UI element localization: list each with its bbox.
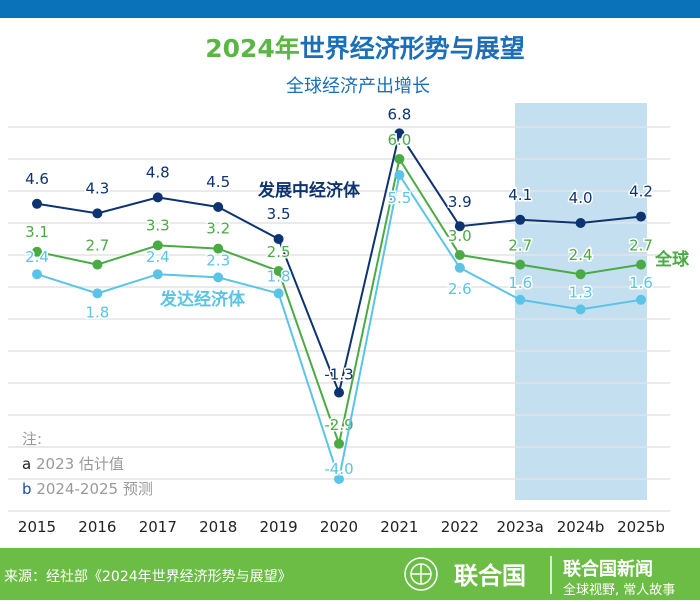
data-label: 6.0: [387, 131, 411, 149]
data-label: 1.6: [508, 274, 532, 292]
x-tick-label: 2019: [260, 518, 298, 536]
top-bar: [0, 0, 700, 18]
series-label-developed: 发达经济体: [159, 289, 246, 310]
data-label: -4.0: [324, 460, 353, 478]
data-point: [273, 234, 284, 244]
data-point: [454, 221, 465, 232]
data-label: 1.8: [267, 267, 291, 285]
data-point: [334, 474, 344, 484]
data-label: 2.4: [569, 246, 593, 264]
data-label: 2.6: [448, 280, 472, 298]
data-point: [92, 208, 103, 219]
data-point: [334, 438, 344, 449]
x-tick-label: 2017: [139, 518, 177, 536]
series-label-developing: 发展中经济体: [257, 180, 361, 201]
data-point: [636, 259, 646, 270]
un-emblem-icon: [404, 557, 438, 591]
data-point: [575, 218, 586, 228]
x-tick-label: 2022: [441, 518, 479, 536]
footer: [0, 548, 700, 600]
note-a: a 2023 估计值: [22, 455, 124, 473]
data-point: [575, 269, 586, 280]
x-tick-label: 2021: [380, 518, 418, 536]
data-label: 5.5: [387, 189, 411, 207]
data-point: [213, 202, 224, 212]
data-point: [515, 214, 526, 225]
data-label: 3.5: [267, 205, 291, 223]
series-0: 4.6 4.3 4.8 4.5 3.5 -1.3 6.8 3.9 4.1 4.0 4.2: [24, 104, 654, 398]
data-label: 1.8: [85, 303, 109, 321]
data-label: 2.4: [25, 248, 49, 266]
notes: 注: a 2023 估计值 b 2024-2025 预测: [22, 430, 153, 498]
un-brand: 联合国: [454, 562, 526, 590]
data-label: 3.1: [25, 223, 49, 241]
data-label: 4.6: [25, 170, 49, 188]
data-label: -2.9: [324, 416, 353, 434]
un-news-brand: 联合国新闻: [563, 558, 653, 580]
data-point: [32, 269, 42, 280]
data-label: 4.0: [569, 189, 593, 207]
series-label-world: 全球: [654, 249, 690, 270]
data-label: 1.3: [569, 283, 593, 301]
data-label: -1.3: [324, 366, 353, 384]
chart-subtitle: 全球经济产出增长: [286, 76, 430, 97]
data-point: [394, 154, 405, 164]
source-text: 来源：经社部《2024年世界经济形势与展望》: [4, 569, 292, 585]
data-point: [273, 288, 284, 299]
chart-title: 2024年世界经济形势与展望: [205, 34, 525, 63]
data-label: 3.2: [206, 220, 230, 238]
data-point: [92, 288, 103, 299]
data-point: [213, 272, 224, 283]
data-point: [334, 387, 344, 398]
x-tick-label: 2020: [320, 518, 358, 536]
data-label: 3.3: [146, 216, 170, 234]
data-point: [636, 294, 646, 305]
data-label: 4.2: [629, 183, 653, 201]
data-label: 1.6: [629, 274, 653, 292]
notes-heading: 注:: [22, 430, 42, 448]
data-label: 3.0: [448, 227, 472, 245]
x-tick-label: 2018: [199, 518, 237, 536]
data-point: [454, 262, 465, 273]
data-label: 6.8: [387, 105, 411, 123]
data-label: 4.3: [85, 179, 109, 197]
data-label: 2.4: [146, 248, 170, 266]
x-tick-label: 2024b: [557, 518, 605, 536]
data-point: [152, 269, 163, 280]
data-label: 4.5: [206, 173, 230, 191]
data-label: 2.5: [267, 243, 291, 261]
x-tick-label: 2016: [78, 518, 116, 536]
data-point: [394, 128, 405, 139]
x-tick-label: 2015: [18, 518, 56, 536]
slogan: 全球视野, 常人故事: [563, 582, 675, 598]
data-label: 2.7: [85, 237, 109, 255]
note-b: b 2024-2025 预测: [22, 480, 153, 498]
data-point: [636, 211, 646, 222]
data-label: 2.7: [508, 237, 532, 255]
series-2: 2.4 1.8 2.4 2.3 1.8 -4.0 5.5 2.6 1.6 1.3 1.6: [24, 170, 654, 484]
data-point: [273, 266, 284, 276]
data-point: [394, 170, 405, 180]
data-point: [454, 250, 465, 260]
data-point: [515, 259, 526, 270]
data-point: [32, 246, 42, 257]
x-tick-label: 2023a: [497, 518, 544, 536]
series-1: 3.1 2.7 3.3 3.2 2.5 -2.9 6.0 3.0 2.7 2.4 2.7: [24, 130, 654, 449]
data-point: [515, 294, 526, 305]
data-point: [213, 243, 224, 254]
data-point: [152, 192, 163, 203]
data-label: 4.1: [508, 186, 532, 204]
data-point: [32, 198, 42, 209]
data-point: [575, 304, 586, 315]
data-point: [152, 240, 163, 251]
data-label: 4.8: [146, 163, 170, 181]
data-label: 2.3: [206, 251, 230, 269]
data-label: 3.9: [448, 193, 472, 211]
x-tick-label: 2025b: [617, 518, 665, 536]
data-label: 2.7: [629, 237, 653, 255]
data-point: [92, 259, 103, 270]
